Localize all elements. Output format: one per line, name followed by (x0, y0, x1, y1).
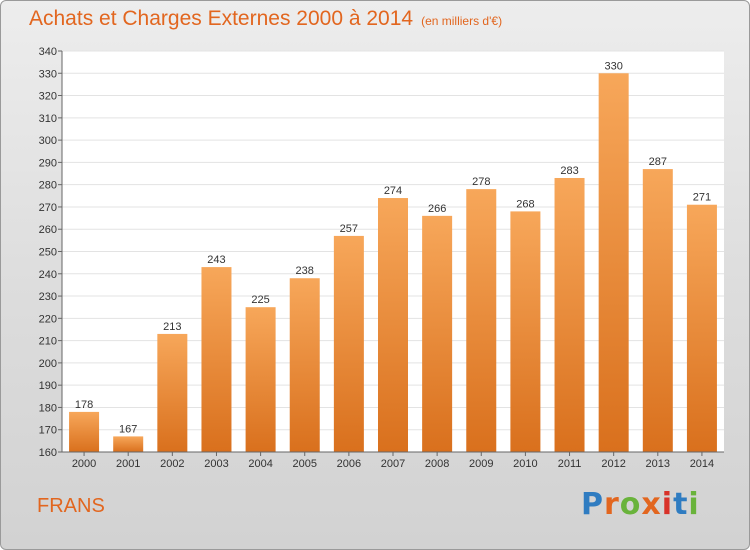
bar-2006 (333, 235, 364, 452)
y-axis-ticks: 160 170 180 190 200 210 220 230 240 250 260 270 280 2… (39, 46, 62, 459)
x-tick-label: 2005 (292, 458, 316, 470)
data-label-2009: 278 (472, 176, 490, 188)
y-tick-label: 300 (39, 135, 57, 147)
y-tick-label: 220 (39, 313, 57, 325)
x-tick-label: 2007 (381, 458, 405, 470)
bar-2007 (378, 198, 408, 452)
bar-2011 (554, 177, 585, 452)
data-label-2006: 257 (340, 223, 358, 235)
x-axis-ticks: 2000 2001 2002 2003 2004 2005 2006 2007 2008 2009… (72, 452, 714, 470)
data-label-2011: 283 (560, 165, 578, 177)
x-tick-label: 2010 (513, 458, 537, 470)
bar-2002 (157, 333, 188, 452)
bar-2014 (686, 204, 717, 452)
chart-title: Achats et Charges Externes 2000 à 2014 (e… (29, 7, 502, 31)
x-tick-label: 2012 (601, 458, 625, 470)
y-tick-label: 190 (39, 380, 57, 392)
logo-letter: x (641, 487, 662, 522)
y-tick-label: 340 (39, 46, 57, 58)
data-label-2007: 274 (384, 185, 402, 197)
x-tick-label: 2000 (72, 458, 96, 470)
commune-name: FRANS (37, 495, 105, 517)
y-tick-label: 320 (39, 91, 57, 103)
logo-letter: P (581, 487, 604, 522)
x-tick-label: 2008 (425, 458, 449, 470)
data-label-2003: 243 (207, 254, 225, 266)
x-tick-label: 2013 (646, 458, 670, 470)
chart-subtitle: (en milliers d'€) (421, 14, 503, 28)
y-tick-label: 240 (39, 269, 57, 281)
x-tick-label: 2004 (248, 458, 272, 470)
x-tick-label: 2003 (204, 458, 228, 470)
bar-2010 (510, 211, 541, 452)
logo-letter: t (673, 487, 689, 522)
data-label-2008: 266 (428, 203, 446, 215)
data-label-2002: 213 (163, 321, 181, 333)
y-tick-label: 330 (39, 68, 57, 80)
bar-2003 (201, 267, 232, 452)
bar-2012 (598, 73, 629, 453)
bar-2009 (466, 189, 497, 452)
data-label-2014: 271 (693, 192, 711, 204)
logo-letter: r (604, 487, 620, 522)
y-tick-label: 200 (39, 358, 57, 370)
x-tick-label: 2014 (690, 458, 714, 470)
data-label-2012: 330 (604, 60, 622, 72)
y-tick-label: 290 (39, 157, 57, 169)
bar-2001 (113, 436, 144, 452)
bars (69, 73, 717, 453)
x-tick-label: 2011 (558, 458, 582, 470)
y-tick-label: 270 (39, 202, 57, 214)
x-tick-label: 2002 (160, 458, 184, 470)
bar-2005 (289, 278, 320, 452)
x-tick-label: 2009 (469, 458, 493, 470)
data-label-2000: 178 (75, 399, 93, 411)
chart-title-text: Achats et Charges Externes 2000 à 2014 (29, 7, 414, 30)
bar-2000 (69, 411, 100, 452)
y-tick-label: 160 (39, 447, 57, 459)
data-label-2001: 167 (119, 423, 137, 435)
x-tick-label: 2006 (337, 458, 361, 470)
y-tick-label: 180 (39, 402, 57, 414)
y-tick-label: 250 (39, 247, 57, 259)
bar-2004 (245, 307, 276, 452)
logo-letter: i (661, 487, 674, 522)
proxiti-logo[interactable]: Proxiti (581, 487, 700, 522)
data-label-2010: 268 (516, 198, 534, 210)
data-label-2013: 287 (649, 156, 667, 168)
bar-2013 (642, 169, 673, 453)
data-labels: 178 167 213 243 225 238 257 274 266 278 268 283 330 2… (75, 60, 711, 435)
y-tick-label: 260 (39, 224, 57, 236)
y-tick-label: 280 (39, 180, 57, 192)
data-label-2004: 225 (251, 294, 269, 306)
y-tick-label: 210 (39, 336, 57, 348)
data-label-2005: 238 (296, 265, 314, 277)
x-tick-label: 2001 (116, 458, 140, 470)
logo-letter: i (688, 487, 700, 522)
logo-letter: o (619, 487, 642, 522)
y-tick-label: 170 (39, 425, 57, 437)
bar-2008 (422, 215, 453, 452)
y-tick-label: 310 (39, 113, 57, 125)
y-tick-label: 230 (39, 291, 57, 303)
